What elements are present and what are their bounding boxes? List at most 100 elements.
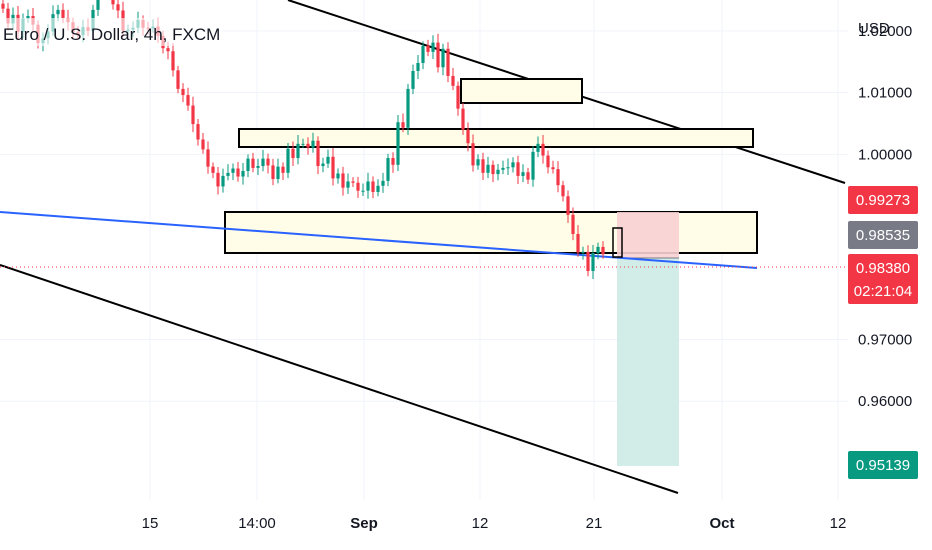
candle-body: [446, 48, 450, 76]
candle-body: [116, 4, 120, 11]
candle-body: [581, 251, 585, 253]
candle-body: [586, 251, 590, 271]
candle-body: [476, 159, 480, 166]
candle-body: [396, 122, 400, 165]
candle-body: [236, 168, 240, 177]
grid: [0, 0, 848, 500]
candle-body: [276, 166, 280, 180]
candle-body: [246, 158, 250, 171]
candle-body: [186, 95, 190, 106]
candle-body: [181, 88, 185, 96]
candle-body: [316, 140, 320, 167]
candle-body: [481, 159, 485, 173]
countdown-label: 02:21:04: [854, 283, 912, 300]
candle-body: [566, 196, 570, 215]
candle-body: [416, 62, 420, 71]
candle-body: [356, 182, 360, 191]
candle-body: [111, 0, 115, 5]
entry-badge-value: 0.98535: [856, 227, 910, 244]
candle-body: [541, 143, 545, 156]
candle-body: [6, 8, 10, 24]
candle-body: [381, 180, 385, 186]
candle-body: [511, 162, 515, 168]
time-tick-label: 12: [830, 515, 847, 532]
time-axis[interactable]: 15 14:00 Sep 12 21 Oct 12: [142, 515, 847, 532]
candle-body: [311, 140, 315, 148]
candle-body: [251, 158, 255, 168]
candle-body: [456, 85, 460, 109]
price-badges: 0.99273 0.98535 0.98380 02:21:04 0.95139: [848, 186, 918, 479]
candle-body: [596, 246, 600, 254]
take-profit-badge-value: 0.95139: [856, 457, 910, 474]
candle-body: [466, 129, 470, 144]
candle-body: [171, 51, 175, 71]
candle-body: [406, 88, 410, 128]
candle-body: [501, 167, 505, 170]
zone-middle[interactable]: [238, 128, 754, 148]
candle-body: [576, 233, 580, 253]
candle-body: [386, 158, 390, 181]
symbol-title: Euro / U.S. Dollar, 4h, FXCM: [3, 25, 220, 44]
candle-body: [451, 75, 455, 86]
zone-top[interactable]: [460, 78, 583, 104]
candle-body: [221, 175, 225, 187]
candle-body: [176, 70, 180, 89]
candle-body: [256, 166, 260, 168]
time-tick-label: 14:00: [238, 515, 276, 532]
take-profit-badge: [848, 451, 918, 479]
candle-body: [376, 185, 380, 192]
candle-body: [166, 48, 170, 52]
candle-body: [331, 156, 335, 179]
entry-badge: [848, 221, 918, 249]
candle-body: [286, 148, 290, 173]
candle-body: [361, 190, 365, 192]
candle-body: [346, 181, 350, 188]
candle-body: [526, 172, 530, 180]
candle-body: [301, 143, 305, 145]
candle-body: [421, 45, 425, 63]
candle-body: [461, 108, 465, 130]
risk-area[interactable]: [617, 212, 679, 258]
candle-body: [491, 164, 495, 175]
candle-body: [201, 139, 205, 150]
candle-body: [536, 143, 540, 152]
candle-body: [441, 48, 445, 68]
time-tick-label: Oct: [709, 515, 734, 532]
candle-body: [366, 181, 370, 191]
time-tick-label: Sep: [350, 515, 378, 532]
candle-body: [266, 158, 270, 166]
candle-body: [436, 42, 440, 68]
candle-body: [226, 172, 230, 176]
title-backdrop: [0, 18, 222, 46]
time-tick-label: 15: [142, 515, 159, 532]
candle-body: [496, 169, 500, 175]
blue-trendline[interactable]: [0, 211, 758, 269]
candle-body: [206, 149, 210, 167]
candle-body: [216, 172, 220, 187]
candle-body: [211, 166, 215, 173]
candle-body: [241, 170, 245, 177]
candle-body: [281, 166, 285, 173]
candle-body: [61, 9, 65, 18]
candle-body: [471, 143, 475, 166]
candle-body: [306, 143, 310, 148]
candle-body: [196, 124, 200, 140]
candle-body: [341, 173, 345, 188]
time-tick-label: 12: [472, 515, 489, 532]
candle-body: [431, 42, 435, 52]
candle-body: [591, 253, 595, 271]
candle-body: [96, 0, 100, 10]
candle-body: [56, 9, 60, 15]
price-axis[interactable]: 1.02000 1.01000 1.00000 0.97000 0.96000: [858, 23, 912, 410]
reward-area[interactable]: [617, 258, 679, 466]
time-tick-label: 21: [586, 515, 603, 532]
candle-body: [336, 173, 340, 179]
candle-body: [516, 162, 520, 176]
channel-lower-line[interactable]: [0, 264, 679, 494]
entry-marker-box[interactable]: [612, 227, 623, 258]
candle-body: [296, 143, 300, 159]
candle-body: [326, 156, 330, 164]
candle-body: [1, 3, 5, 9]
